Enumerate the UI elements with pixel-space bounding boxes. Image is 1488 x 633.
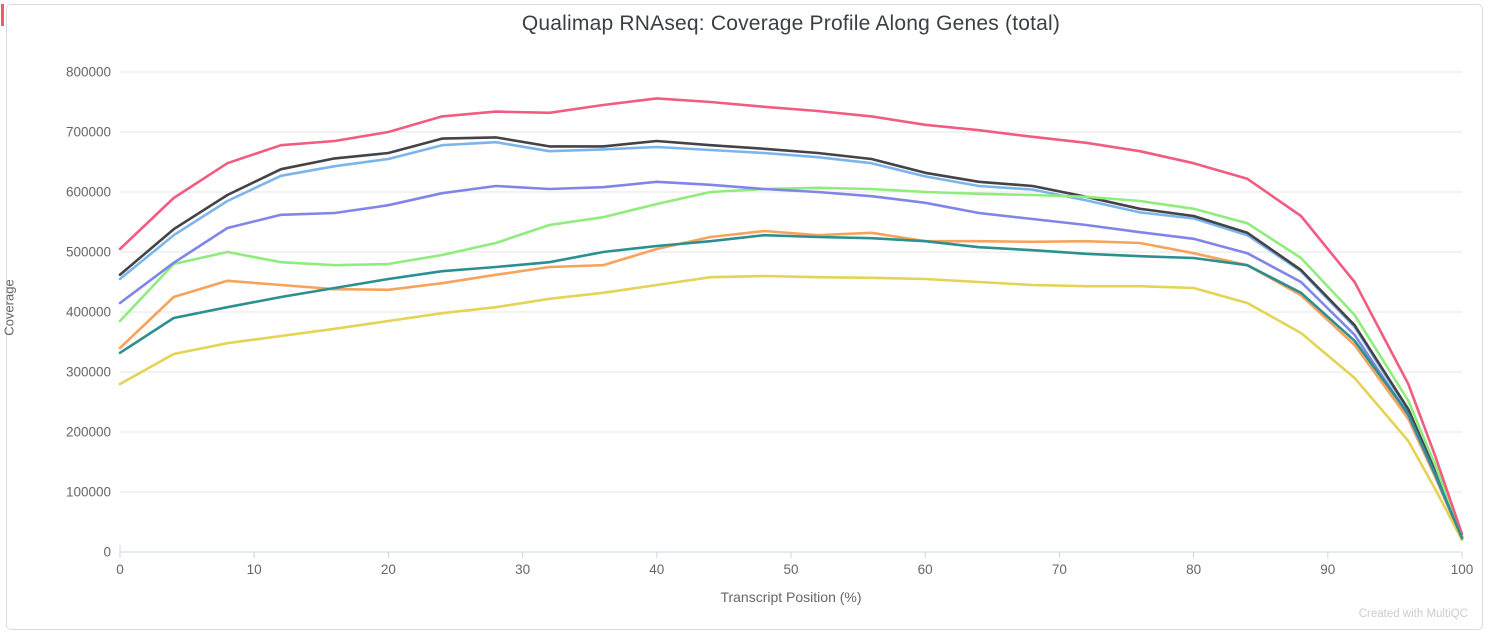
chart-card xyxy=(6,4,1483,630)
x-tick-label: 90 xyxy=(1320,562,1335,577)
x-tick-label: 80 xyxy=(1186,562,1201,577)
x-tick-label: 50 xyxy=(783,562,798,577)
series-line-2[interactable] xyxy=(118,136,1464,539)
y-tick-label: 600000 xyxy=(66,185,111,200)
x-tick-label: 40 xyxy=(649,562,664,577)
y-tick-label: 400000 xyxy=(66,305,111,320)
x-axis-title: Transcript Position (%) xyxy=(720,589,862,605)
multiqc-watermark: Created with MultiQC xyxy=(1358,608,1468,620)
series-line-3[interactable] xyxy=(118,186,1464,538)
y-tick-label: 0 xyxy=(103,545,111,560)
x-tick-label: 60 xyxy=(918,562,933,577)
y-tick-label: 700000 xyxy=(66,125,111,140)
y-tick-label: 200000 xyxy=(66,425,111,440)
corner-accent-mark xyxy=(1,4,4,26)
series-line-5[interactable] xyxy=(118,180,1464,541)
series-line-4[interactable] xyxy=(118,229,1464,541)
x-tick-label: 10 xyxy=(247,562,262,577)
y-tick-label: 300000 xyxy=(66,365,111,380)
series-line-6[interactable] xyxy=(118,97,1464,536)
chart-title: Qualimap RNAseq: Coverage Profile Along … xyxy=(521,12,1061,35)
series-line-8[interactable] xyxy=(118,233,1464,540)
x-tick-label: 100 xyxy=(1451,562,1474,577)
series-line-1[interactable] xyxy=(118,140,1464,539)
y-tick-label: 800000 xyxy=(66,65,111,80)
y-tick-label: 100000 xyxy=(66,485,111,500)
y-tick-label: 500000 xyxy=(66,245,111,260)
x-tick-label: 70 xyxy=(1052,562,1067,577)
series-line-7[interactable] xyxy=(118,274,1464,542)
x-tick-label: 30 xyxy=(515,562,530,577)
x-tick-label: 0 xyxy=(116,562,124,577)
x-tick-label: 20 xyxy=(381,562,396,577)
